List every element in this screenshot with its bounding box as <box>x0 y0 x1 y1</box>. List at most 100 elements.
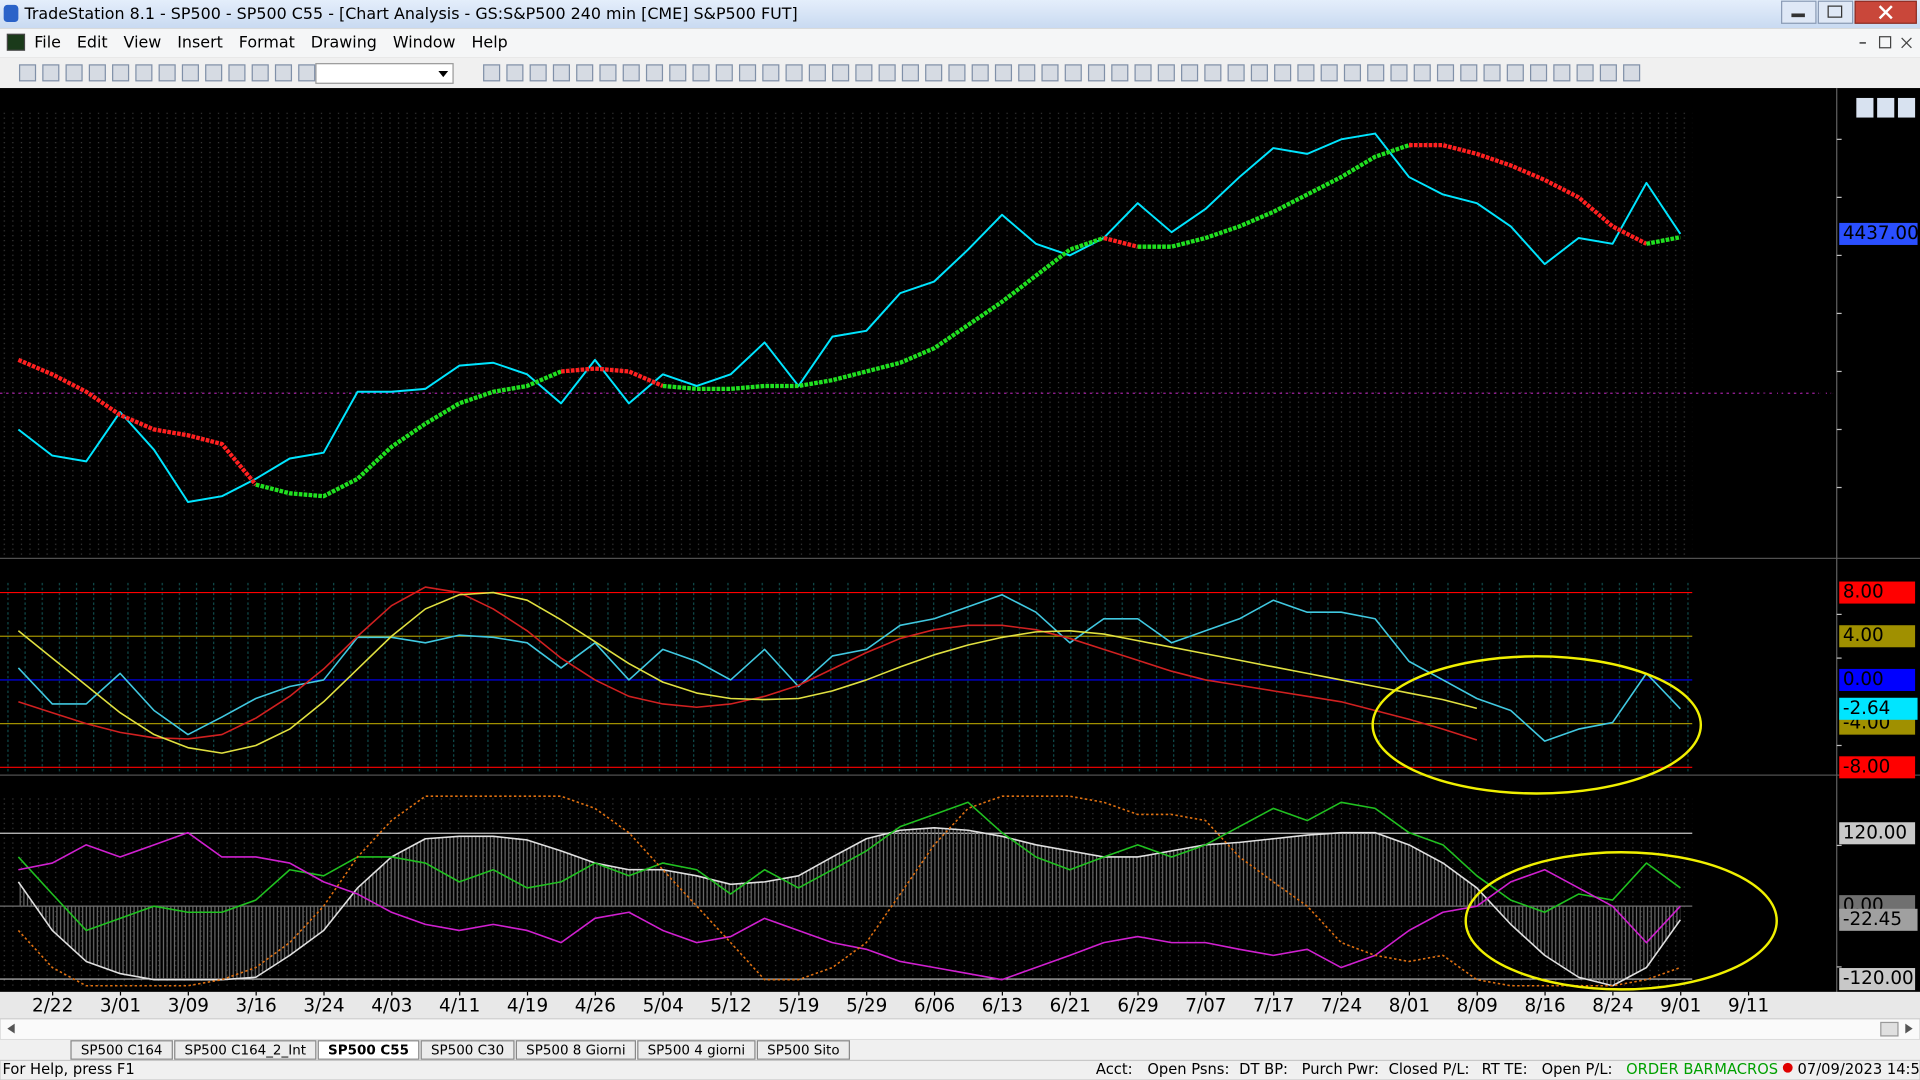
toolbar-icon[interactable] <box>576 64 594 82</box>
child-minimize[interactable]: – <box>1859 32 1867 51</box>
toolbar-icon[interactable] <box>1041 64 1059 82</box>
toolbar-icon[interactable] <box>1506 64 1524 82</box>
pane-button[interactable] <box>1877 97 1895 118</box>
toolbar-icon[interactable] <box>552 64 570 82</box>
toolbar-icon[interactable] <box>925 64 943 82</box>
tab-label[interactable]: SP500 4 giorni <box>648 1044 746 1059</box>
toolbar-icon[interactable] <box>1181 64 1199 82</box>
toolbar-icon[interactable] <box>599 64 617 82</box>
tab[interactable] <box>515 1040 636 1060</box>
toolbar-icon[interactable] <box>692 64 710 82</box>
toolbar-icon[interactable] <box>506 64 524 82</box>
tab[interactable] <box>756 1040 850 1060</box>
toolbar-icon[interactable] <box>669 64 687 82</box>
toolbar-icon[interactable] <box>181 64 199 82</box>
toolbar-icon[interactable] <box>1460 64 1478 82</box>
toolbar-icon[interactable] <box>832 64 850 82</box>
menu-item[interactable]: Window <box>393 32 456 51</box>
toolbar-icon[interactable] <box>762 64 780 82</box>
child-restore[interactable] <box>1878 36 1892 49</box>
toolbar-icon[interactable] <box>65 64 83 82</box>
toolbar-icon[interactable] <box>1064 64 1082 82</box>
tab[interactable] <box>70 1040 173 1060</box>
toolbar-icon[interactable] <box>1157 64 1175 82</box>
toolbar-icon[interactable] <box>1367 64 1385 82</box>
tab-label[interactable]: SP500 C30 <box>431 1044 504 1059</box>
toolbar-icon[interactable] <box>274 64 293 82</box>
toolbar-icon[interactable] <box>901 64 919 82</box>
toolbar-icon[interactable] <box>228 64 246 82</box>
minimize-button[interactable] <box>1781 0 1817 24</box>
scroll-left[interactable] <box>7 1023 15 1034</box>
toolbar-icon[interactable] <box>18 64 37 82</box>
toolbar-icon[interactable] <box>1018 64 1036 82</box>
tab-label[interactable]: SP500 Sito <box>767 1044 839 1059</box>
toolbar-icon[interactable] <box>251 64 269 82</box>
toolbar-icon[interactable] <box>88 64 106 82</box>
combo-box[interactable] <box>315 63 454 84</box>
tab-label[interactable]: SP500 C164_2_Int <box>185 1044 306 1059</box>
scroll-thumb[interactable] <box>1880 1021 1899 1037</box>
y-tick-label: -6.00 <box>1843 734 1891 755</box>
menu-item[interactable]: Format <box>239 32 295 51</box>
tab-label[interactable]: SP500 C164 <box>81 1044 163 1059</box>
toolbar-icon[interactable] <box>785 64 803 82</box>
toolbar-icon[interactable] <box>135 64 153 82</box>
scrollbar[interactable] <box>0 1018 1920 1041</box>
child-close[interactable] <box>1901 37 1912 49</box>
toolbar-icon[interactable] <box>855 64 873 82</box>
toolbar-icon[interactable] <box>1297 64 1315 82</box>
menu-item[interactable]: Insert <box>177 32 223 51</box>
toolbar-icon[interactable] <box>738 64 757 82</box>
toolbar-icon[interactable] <box>808 64 826 82</box>
toolbar-icon[interactable] <box>1274 64 1292 82</box>
menu-item[interactable]: Help <box>471 32 507 51</box>
toolbar-icon[interactable] <box>1343 64 1362 82</box>
menu-item[interactable]: Drawing <box>311 32 377 51</box>
menu-item[interactable]: File <box>34 32 61 51</box>
toolbar-icon[interactable] <box>1553 64 1571 82</box>
toolbar-icon[interactable] <box>1087 64 1106 82</box>
toolbar-icon[interactable] <box>1390 64 1408 82</box>
tab[interactable] <box>420 1040 515 1060</box>
toolbar-icon[interactable] <box>205 64 223 82</box>
toolbar-icon[interactable] <box>42 64 60 82</box>
toolbar-icon[interactable] <box>529 64 547 82</box>
tab-label[interactable]: SP500 C55 <box>328 1044 409 1059</box>
toolbar-icon[interactable] <box>971 64 989 82</box>
toolbar-icon[interactable] <box>1204 64 1222 82</box>
menu-item[interactable]: Edit <box>77 32 108 51</box>
toolbar-icon[interactable] <box>1576 64 1594 82</box>
toolbar-icon[interactable] <box>158 64 176 82</box>
toolbar-icon[interactable] <box>1227 64 1245 82</box>
toolbar-icon[interactable] <box>622 64 640 82</box>
toolbar-icon[interactable] <box>715 64 733 82</box>
toolbar-icon[interactable] <box>1320 64 1338 82</box>
toolbar-icon[interactable] <box>948 64 966 82</box>
tab[interactable] <box>637 1040 756 1060</box>
tab-label[interactable]: SP500 8 Giorni <box>526 1044 625 1059</box>
toolbar-icon[interactable] <box>1530 64 1548 82</box>
toolbar-icon[interactable] <box>1111 64 1129 82</box>
toolbar-icon[interactable] <box>994 64 1013 82</box>
toolbar-icon[interactable] <box>1623 64 1641 82</box>
scroll-right[interactable] <box>1905 1023 1913 1034</box>
toolbar-icon[interactable] <box>298 64 316 82</box>
toolbar-icon[interactable] <box>645 64 664 82</box>
toolbar-icon[interactable] <box>1599 64 1617 82</box>
toolbar-icon[interactable] <box>1250 64 1268 82</box>
maximize-button[interactable] <box>1817 0 1854 24</box>
toolbar-icon[interactable] <box>1483 64 1501 82</box>
tab[interactable] <box>174 1040 317 1060</box>
toolbar-icon[interactable] <box>1134 64 1152 82</box>
toolbar-icon[interactable] <box>483 64 501 82</box>
tab[interactable] <box>317 1040 420 1060</box>
menu-item[interactable]: View <box>124 32 162 51</box>
pane-button[interactable] <box>1856 97 1874 118</box>
toolbar-icon[interactable] <box>1413 64 1431 82</box>
toolbar-icon[interactable] <box>878 64 896 82</box>
pane-button[interactable] <box>1897 97 1916 118</box>
toolbar-icon[interactable] <box>1436 64 1455 82</box>
toolbar-icon[interactable] <box>112 64 130 82</box>
